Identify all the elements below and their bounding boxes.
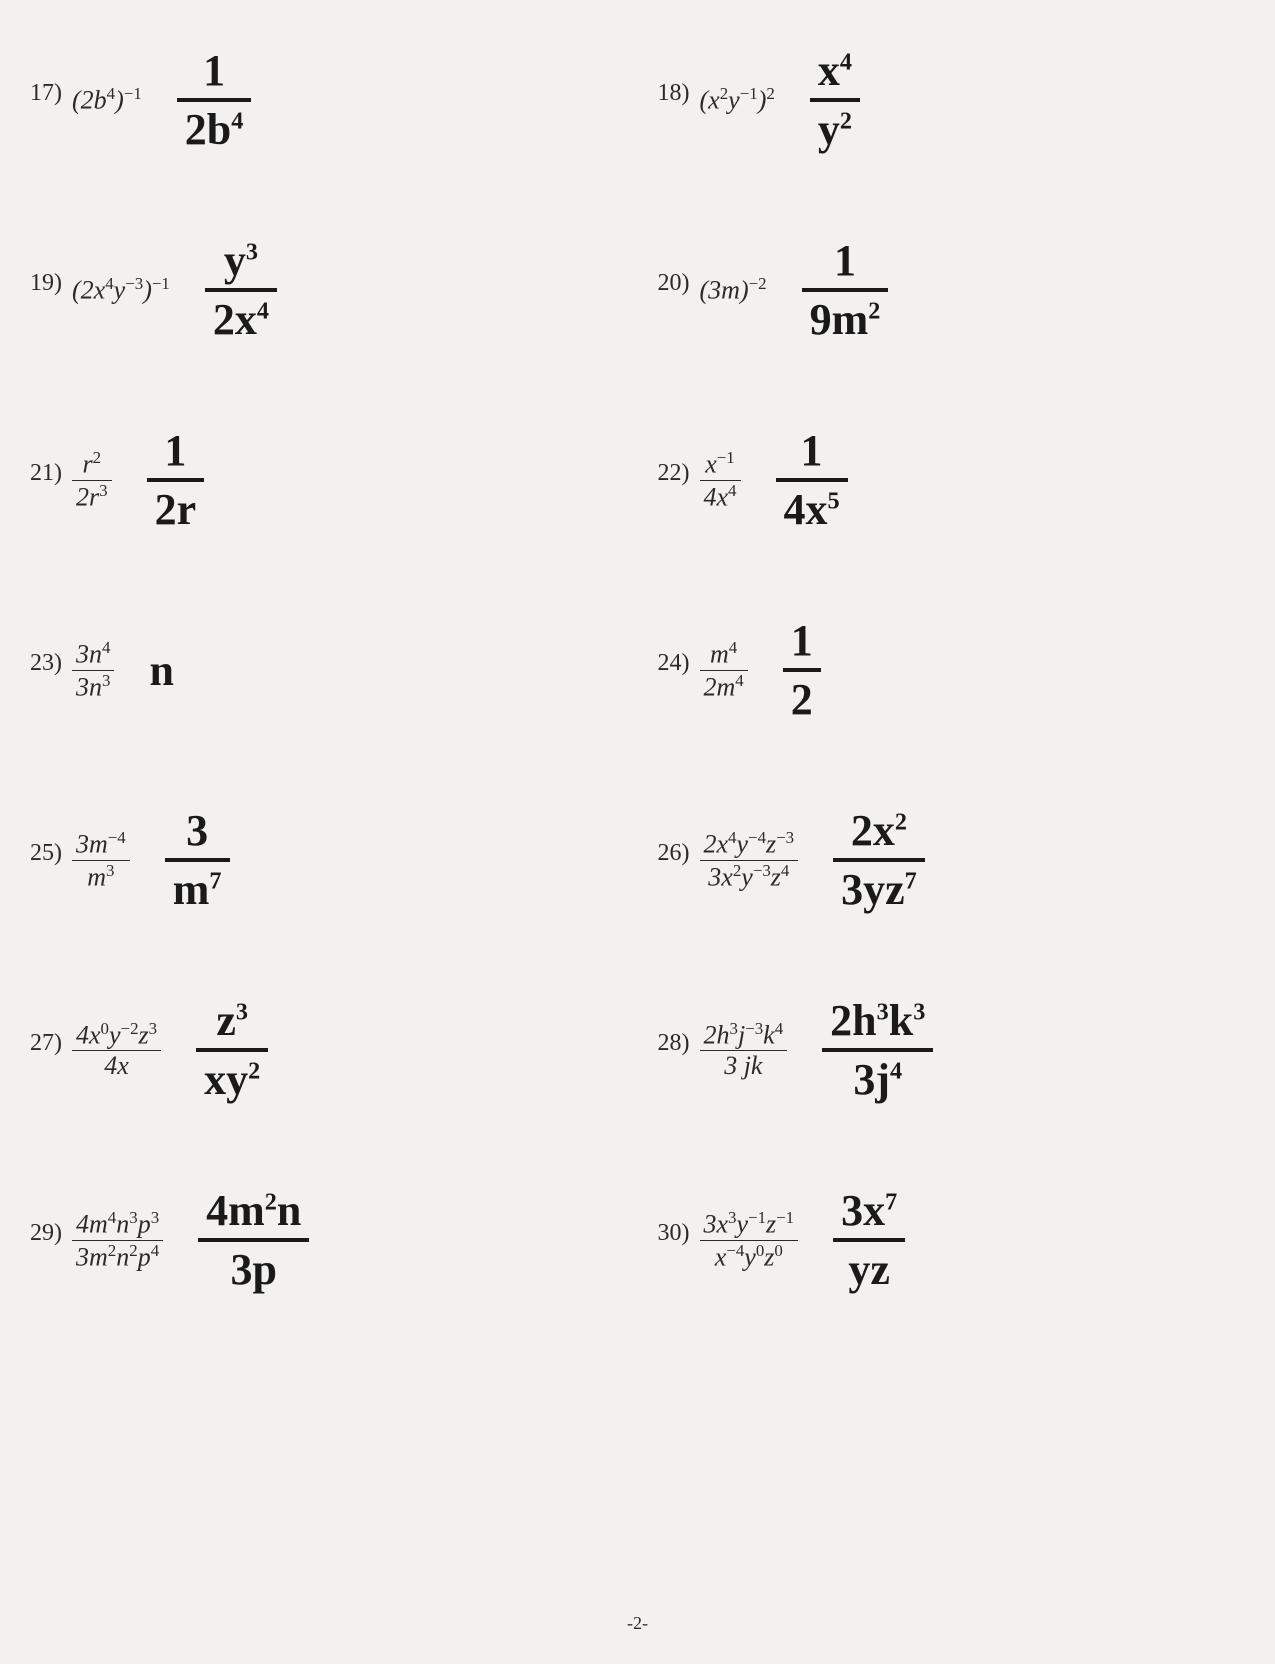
problem-number: 23) bbox=[30, 650, 62, 677]
handwritten-answer: 4m2n3p bbox=[198, 1185, 309, 1295]
handwritten-answer: 2h3k33j4 bbox=[822, 995, 933, 1105]
problem: 21) r22r3 12r bbox=[30, 420, 618, 540]
handwritten-answer: 19m2 bbox=[802, 235, 889, 345]
handwritten-answer: z3xy2 bbox=[196, 995, 268, 1105]
problem-number: 19) bbox=[30, 270, 62, 297]
printed-expression: 4x0y−2z34x bbox=[72, 1019, 161, 1082]
problem-number: 24) bbox=[658, 650, 690, 677]
problem-number: 30) bbox=[658, 1220, 690, 1247]
printed-expression: 3m−4m3 bbox=[72, 828, 130, 892]
handwritten-answer: 12 bbox=[783, 615, 821, 725]
problem-number: 28) bbox=[658, 1030, 690, 1057]
problem: 19) (2x4y−3)−1 y32x4 bbox=[30, 230, 618, 350]
printed-expression: 3n43n3 bbox=[72, 638, 114, 702]
problem: 20) (3m)−2 19m2 bbox=[658, 230, 1246, 350]
problem: 30) 3x3y−1z−1x−4y0z0 3x7yz bbox=[658, 1180, 1246, 1300]
problem-number: 29) bbox=[30, 1220, 62, 1247]
printed-expression: 3x3y−1z−1x−4y0z0 bbox=[700, 1208, 799, 1272]
printed-expression: (3m)−2 bbox=[700, 274, 767, 306]
problems-grid: 17) (2b4)−1 12b4 18) (x2y−1)2 x4y2 19) (2x4y−3)… bbox=[30, 40, 1245, 1300]
problem-number: 18) bbox=[658, 80, 690, 107]
printed-expression: (2x4y−3)−1 bbox=[72, 274, 170, 306]
printed-expression: 2h3j−3k43 jk bbox=[700, 1019, 788, 1082]
problem: 25) 3m−4m3 3m7 bbox=[30, 800, 618, 920]
problem: 26) 2x4y−4z−33x2y−3z4 2x23yz7 bbox=[658, 800, 1246, 920]
printed-expression: (2b4)−1 bbox=[72, 84, 142, 116]
handwritten-answer: n bbox=[149, 645, 173, 696]
printed-expression: m42m4 bbox=[700, 638, 748, 702]
problem-number: 25) bbox=[30, 840, 62, 867]
handwritten-answer: y32x4 bbox=[205, 235, 277, 345]
printed-expression: 2x4y−4z−33x2y−3z4 bbox=[700, 828, 799, 892]
printed-expression: r22r3 bbox=[72, 448, 112, 512]
handwritten-answer: x4y2 bbox=[810, 45, 860, 155]
handwritten-answer: 12r bbox=[147, 425, 205, 535]
problem: 28) 2h3j−3k43 jk 2h3k33j4 bbox=[658, 990, 1246, 1110]
problem: 17) (2b4)−1 12b4 bbox=[30, 40, 618, 160]
page-number: -2- bbox=[627, 1613, 648, 1634]
problem: 29) 4m4n3p33m2n2p4 4m2n3p bbox=[30, 1180, 618, 1300]
problem-number: 27) bbox=[30, 1030, 62, 1057]
problem-number: 21) bbox=[30, 460, 62, 487]
handwritten-answer: 3x7yz bbox=[833, 1185, 905, 1295]
handwritten-answer: 3m7 bbox=[165, 805, 230, 915]
handwritten-answer: 14x5 bbox=[776, 425, 848, 535]
printed-expression: x−14x4 bbox=[700, 448, 741, 512]
problem-number: 26) bbox=[658, 840, 690, 867]
handwritten-answer: 12b4 bbox=[177, 45, 252, 155]
problem-number: 20) bbox=[658, 270, 690, 297]
problem: 27) 4x0y−2z34x z3xy2 bbox=[30, 990, 618, 1110]
problem: 18) (x2y−1)2 x4y2 bbox=[658, 40, 1246, 160]
printed-expression: (x2y−1)2 bbox=[700, 84, 775, 116]
problem: 24) m42m4 12 bbox=[658, 610, 1246, 730]
problem-number: 22) bbox=[658, 460, 690, 487]
problem: 23) 3n43n3 n bbox=[30, 610, 618, 730]
problem: 22) x−14x4 14x5 bbox=[658, 420, 1246, 540]
handwritten-answer: 2x23yz7 bbox=[833, 805, 925, 915]
printed-expression: 4m4n3p33m2n2p4 bbox=[72, 1208, 163, 1272]
worksheet-page: 17) (2b4)−1 12b4 18) (x2y−1)2 x4y2 19) (2x4y−3)… bbox=[0, 0, 1275, 1664]
problem-number: 17) bbox=[30, 80, 62, 107]
